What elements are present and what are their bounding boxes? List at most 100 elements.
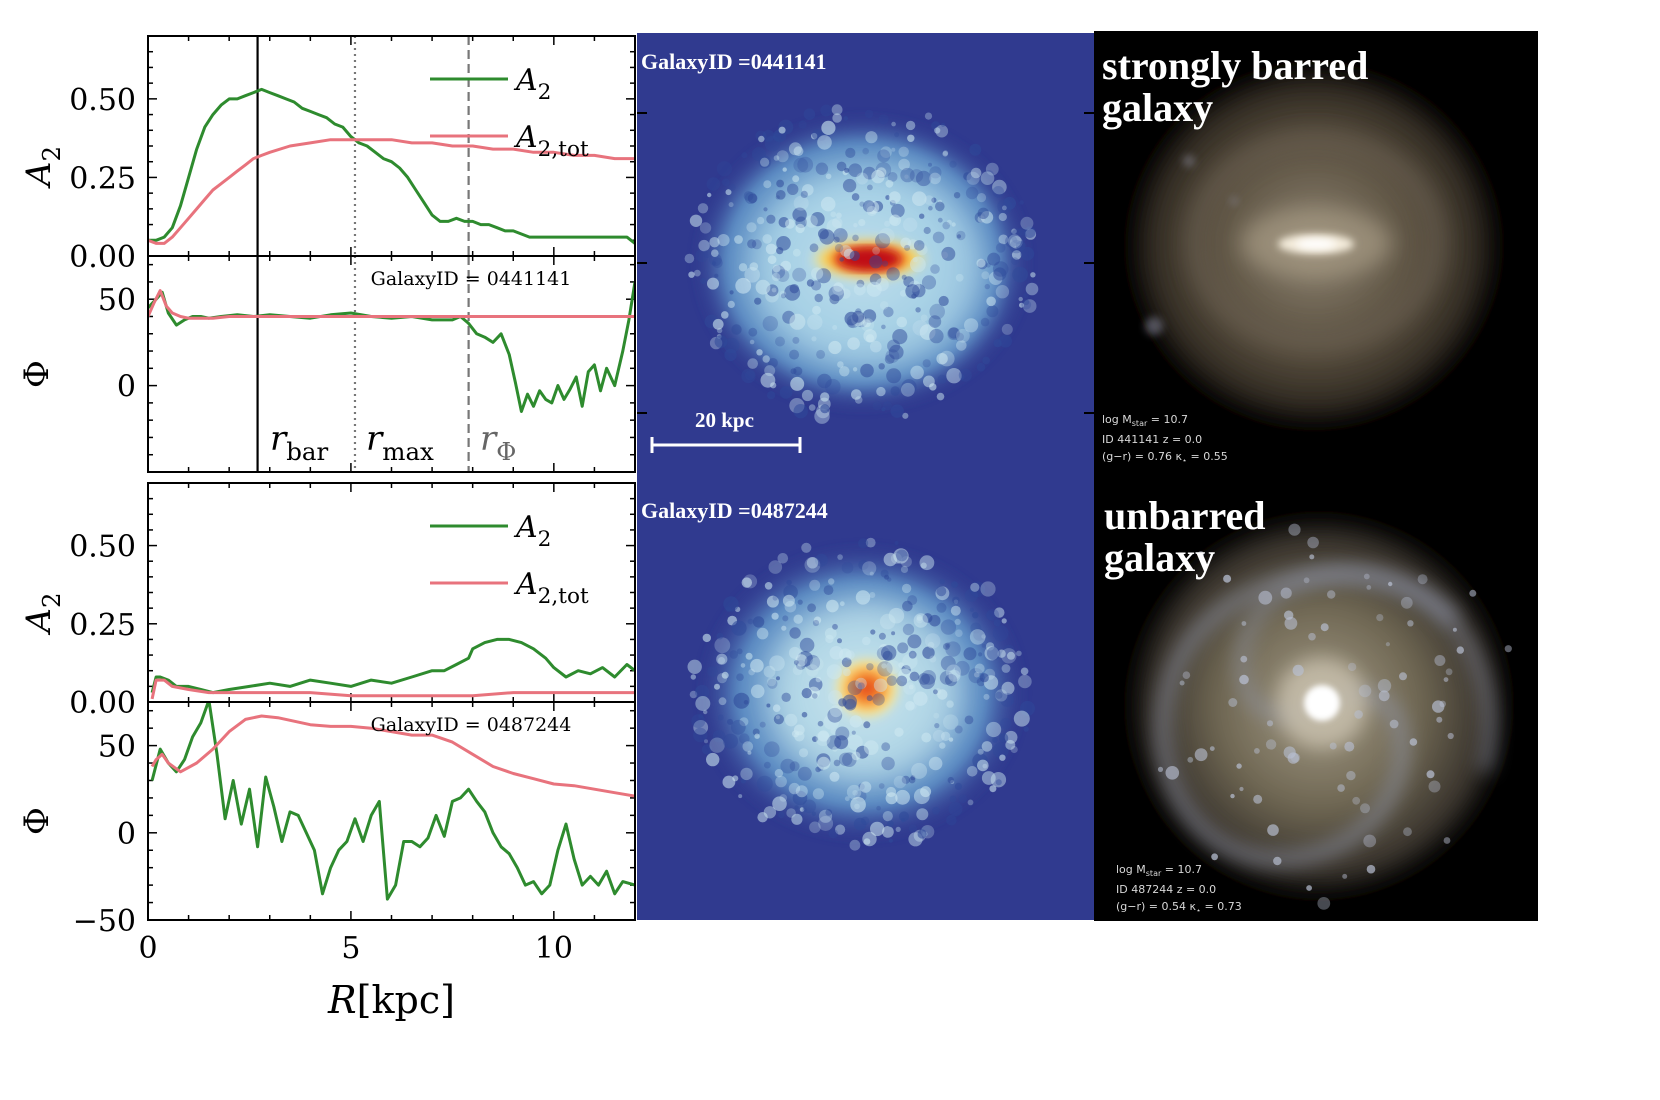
axes-frame bbox=[147, 255, 636, 473]
panel-2: 0 50 Φ GalaxyID = 0441141 bbox=[17, 255, 636, 473]
density-speckle bbox=[795, 654, 808, 667]
density-speckle bbox=[1020, 246, 1035, 261]
density-speckle bbox=[901, 775, 910, 784]
density-speckle bbox=[764, 365, 776, 377]
density-speckle bbox=[727, 718, 733, 725]
density-speckle bbox=[817, 720, 824, 727]
density-speckle bbox=[773, 714, 784, 725]
density-speckle bbox=[806, 279, 815, 287]
density-speckle bbox=[910, 256, 926, 273]
render-clumps-bottom bbox=[1157, 523, 1512, 910]
density-speckle bbox=[805, 215, 818, 228]
y-tick-label: 50 bbox=[98, 283, 136, 318]
density-speckle bbox=[936, 392, 945, 401]
density-speckle bbox=[1007, 651, 1015, 660]
density-speckle bbox=[701, 744, 713, 755]
density-speckle bbox=[850, 796, 866, 813]
density-speckle bbox=[910, 652, 916, 657]
density-speckle bbox=[755, 279, 771, 295]
density-speckle bbox=[863, 721, 871, 729]
density-speckle bbox=[892, 329, 908, 345]
density-speckle bbox=[956, 328, 970, 343]
density-speckle bbox=[934, 723, 940, 729]
x-tick-label: 10 bbox=[535, 931, 573, 966]
density-speckle bbox=[986, 305, 999, 318]
density-speckle bbox=[766, 703, 771, 708]
density-speckle bbox=[815, 676, 822, 683]
density-speckle bbox=[855, 590, 871, 605]
density-speckle bbox=[1011, 250, 1022, 260]
density-speckle bbox=[1011, 228, 1017, 235]
density-speckle bbox=[974, 663, 985, 674]
density-speckle bbox=[947, 327, 961, 341]
density-speckle bbox=[979, 673, 989, 683]
density-speckle bbox=[819, 229, 835, 245]
render-clump bbox=[1445, 668, 1453, 676]
density-speckle bbox=[833, 228, 848, 243]
density-speckle bbox=[925, 633, 941, 649]
density-speckle bbox=[734, 235, 743, 244]
density-speckle bbox=[969, 607, 974, 613]
label-r-phi: rΦ bbox=[480, 419, 516, 466]
density-speckle bbox=[992, 742, 1009, 759]
density-speckle bbox=[888, 191, 901, 204]
density-speckle bbox=[851, 730, 856, 735]
density-speckle bbox=[738, 794, 743, 799]
caption-strongly-barred: strongly barred galaxy bbox=[1102, 45, 1368, 129]
density-speckle bbox=[795, 785, 808, 798]
density-speckle bbox=[948, 669, 961, 682]
density-speckle bbox=[804, 557, 821, 573]
density-speckle bbox=[797, 766, 812, 781]
density-speckle bbox=[766, 677, 777, 687]
density-speckle bbox=[773, 155, 780, 161]
density-speckle bbox=[793, 146, 804, 157]
density-speckle bbox=[938, 199, 942, 204]
density-speckle bbox=[784, 284, 801, 301]
density-speckle bbox=[695, 684, 710, 700]
density-speckle bbox=[916, 614, 923, 621]
density-speckle bbox=[777, 553, 789, 564]
density-speckle bbox=[867, 184, 873, 191]
density-speckle bbox=[820, 196, 836, 212]
density-speckle bbox=[973, 628, 986, 641]
density-speckle bbox=[741, 152, 748, 159]
density-speckle bbox=[901, 583, 912, 594]
density-speckle bbox=[939, 671, 954, 685]
density-speckle bbox=[905, 284, 920, 299]
density-speckle bbox=[929, 328, 944, 344]
density-speckle bbox=[689, 690, 698, 699]
density-speckle bbox=[881, 742, 891, 752]
density-speckle bbox=[844, 167, 850, 173]
density-speckle bbox=[772, 595, 778, 601]
density-speckle bbox=[929, 172, 941, 185]
density-speckle bbox=[806, 557, 819, 569]
render-clump bbox=[1230, 793, 1235, 799]
density-speckle bbox=[793, 157, 809, 173]
density-speckle bbox=[779, 290, 787, 298]
density-speckle bbox=[712, 318, 724, 330]
density-speckle bbox=[943, 643, 950, 650]
density-speckle bbox=[813, 616, 822, 624]
density-speckle bbox=[857, 682, 865, 690]
density-speckle bbox=[931, 121, 941, 131]
density-top-galaxy bbox=[684, 104, 1039, 424]
density-speckle bbox=[1023, 726, 1029, 732]
density-speckle bbox=[776, 236, 791, 251]
density-speckle bbox=[851, 751, 861, 761]
density-speckle bbox=[756, 775, 773, 792]
density-speckle bbox=[940, 731, 951, 741]
density-speckle bbox=[920, 562, 927, 569]
density-speckle bbox=[825, 173, 832, 180]
density-speckle bbox=[859, 781, 872, 793]
density-speckle bbox=[955, 273, 964, 282]
y-axis-label: A2 bbox=[19, 592, 66, 635]
render-clump bbox=[1236, 763, 1242, 769]
density-map-title-top: GalaxyID =0441141 bbox=[641, 49, 827, 74]
density-speckle bbox=[852, 310, 865, 323]
render-clump bbox=[1347, 662, 1357, 672]
caption-line-1: strongly barred bbox=[1102, 43, 1369, 88]
density-speckle bbox=[740, 663, 746, 668]
density-speckle bbox=[706, 752, 720, 767]
density-speckle bbox=[800, 190, 808, 198]
